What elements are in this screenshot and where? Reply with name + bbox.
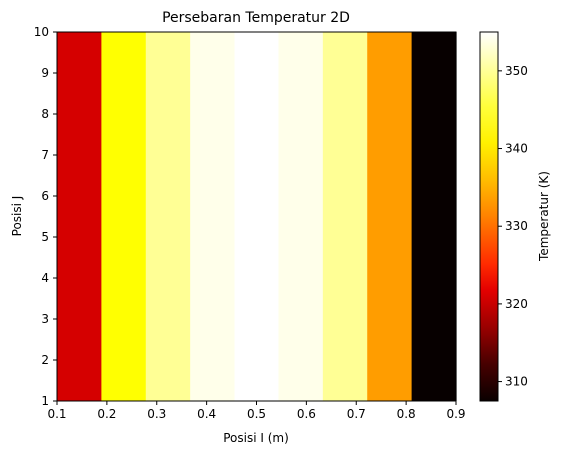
colorbar	[480, 32, 498, 401]
x-tick-label: 0.5	[247, 407, 266, 421]
y-axis-label: Posisi J	[10, 196, 24, 237]
heatmap-column-5	[234, 32, 280, 401]
colorbar-tick-label: 330	[505, 219, 528, 233]
heatmap-column-9	[411, 32, 457, 401]
heatmap-column-8	[367, 32, 413, 401]
colorbar-tick-label: 350	[505, 64, 528, 78]
colorbar-label: Temperatur (K)	[537, 171, 551, 262]
y-tick-label: 2	[41, 353, 49, 367]
x-tick-label: 0.1	[47, 407, 66, 421]
colorbar-ticks: 310 320 330 340 350	[498, 64, 528, 389]
x-axis-ticks: 0.1 0.2 0.3 0.4 0.5 0.6 0.7 0.8 0.9	[47, 401, 466, 421]
y-tick-label: 5	[41, 230, 49, 244]
y-tick-label: 7	[41, 148, 49, 162]
chart-title: Persebaran Temperatur 2D	[162, 10, 350, 26]
colorbar-tick-label: 340	[505, 142, 528, 156]
x-tick-label: 0.2	[97, 407, 116, 421]
y-tick-label: 3	[41, 312, 49, 326]
x-axis-label: Posisi I (m)	[223, 431, 289, 445]
heatmap-column-3	[145, 32, 191, 401]
heatmap-cells	[57, 32, 457, 401]
y-tick-label: 4	[41, 271, 49, 285]
x-tick-label: 0.8	[397, 407, 416, 421]
y-tick-label: 9	[41, 66, 49, 80]
x-tick-label: 0.7	[347, 407, 366, 421]
x-tick-label: 0.3	[147, 407, 166, 421]
colorbar-frame	[479, 31, 499, 402]
x-tick-label: 0.4	[197, 407, 216, 421]
x-tick-label: 0.6	[297, 407, 316, 421]
y-axis-ticks: 1 2 3 4 5 6 7 8 9 10	[34, 25, 57, 408]
colorbar-tick-label: 320	[505, 297, 528, 311]
y-tick-label: 1	[41, 394, 49, 408]
y-tick-label: 6	[41, 189, 49, 203]
heatmap-column-1	[57, 32, 102, 401]
heatmap-column-6	[278, 32, 324, 401]
y-tick-label: 8	[41, 107, 49, 121]
heatmap-column-2	[101, 32, 147, 401]
heatmap-column-7	[322, 32, 368, 401]
heatmap-column-4	[190, 32, 236, 401]
colorbar-tick-label: 310	[505, 375, 528, 389]
x-tick-label: 0.9	[446, 407, 465, 421]
y-tick-label: 10	[34, 25, 49, 39]
